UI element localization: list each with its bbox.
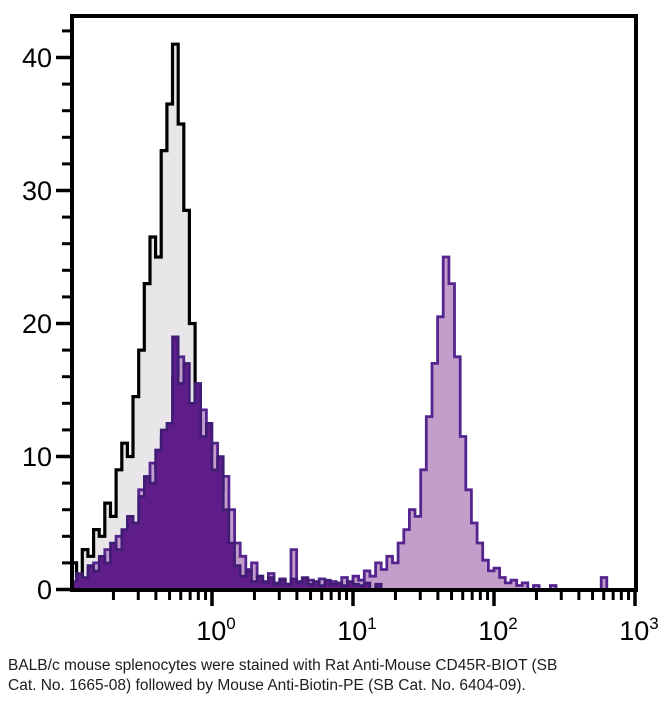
axis-labels: 0 10 20 30 40 100 101 102 103 (22, 43, 659, 646)
x-axis-label-10e0: 100 (196, 614, 236, 646)
y-axis-label-20: 20 (22, 309, 52, 339)
x-axis-label-10e2: 102 (478, 614, 518, 646)
histogram-series-layer (74, 42, 609, 589)
histogram-negative-population-overlay (74, 335, 383, 589)
x-axis-label-10e1: 101 (337, 614, 377, 646)
axis-ticks (56, 29, 637, 606)
y-axis-label-30: 30 (22, 176, 52, 206)
caption-line-2: Cat. No. 1665-08) followed by Mouse Anti… (8, 677, 526, 694)
y-axis-label-40: 40 (22, 43, 52, 73)
plot-frame (70, 14, 638, 592)
x-axis-label-10e3: 103 (619, 614, 659, 646)
y-axis-label-0: 0 (37, 575, 52, 605)
flow-histogram-chart: 0 10 20 30 40 100 101 102 103 (22, 14, 659, 646)
caption-line-1: BALB/c mouse splenocytes were stained wi… (8, 657, 558, 674)
y-axis-label-10: 10 (22, 442, 52, 472)
figure-caption: BALB/c mouse splenocytes were stained wi… (8, 656, 666, 696)
